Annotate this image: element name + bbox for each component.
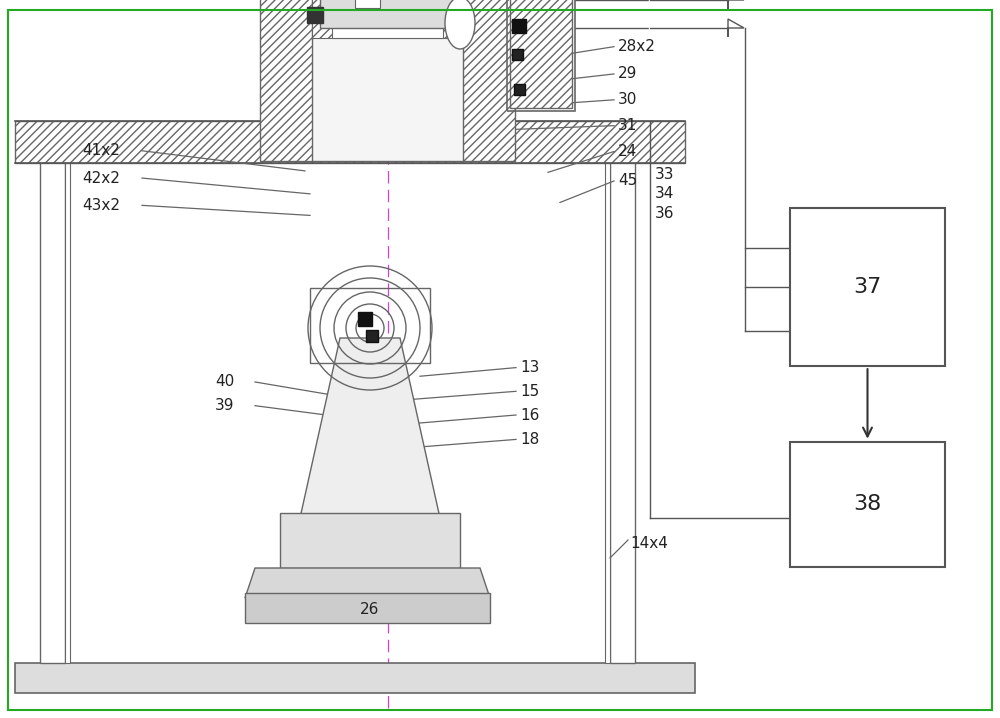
Text: 39: 39: [215, 398, 234, 413]
Bar: [510, 0, 572, 108]
Text: 15: 15: [520, 384, 539, 398]
Text: 43x2: 43x2: [82, 198, 120, 213]
Polygon shape: [300, 338, 440, 518]
Bar: [790, 208, 945, 366]
Text: 16: 16: [520, 408, 539, 422]
Bar: [280, 513, 460, 568]
Bar: [366, 330, 378, 342]
Text: 26: 26: [360, 602, 379, 617]
Text: 13: 13: [520, 360, 539, 375]
Text: 29: 29: [618, 67, 637, 81]
Bar: [245, 593, 490, 623]
Bar: [15, 663, 695, 693]
Text: 45: 45: [618, 174, 637, 188]
Text: 31: 31: [618, 118, 637, 133]
Text: 37: 37: [853, 277, 882, 297]
Bar: [310, 0, 465, 161]
Polygon shape: [728, 0, 744, 9]
Bar: [320, 0, 455, 28]
Bar: [15, 121, 685, 163]
Text: 40: 40: [215, 375, 234, 389]
Text: 33: 33: [655, 167, 674, 182]
Bar: [358, 312, 372, 326]
Polygon shape: [728, 19, 744, 37]
Bar: [310, 288, 430, 363]
Bar: [312, 0, 463, 38]
Bar: [507, 0, 575, 111]
Text: 42x2: 42x2: [82, 171, 120, 185]
Ellipse shape: [445, 0, 475, 49]
Text: 28x2: 28x2: [618, 39, 656, 54]
Text: 14x4: 14x4: [630, 536, 668, 551]
Bar: [65, 158, 70, 663]
Text: 30: 30: [618, 93, 637, 107]
Bar: [512, 19, 526, 33]
Bar: [610, 158, 635, 663]
Polygon shape: [245, 568, 490, 598]
Bar: [355, 0, 380, 8]
Bar: [790, 442, 945, 567]
Bar: [605, 158, 610, 663]
Text: 36: 36: [655, 206, 674, 220]
Bar: [512, 49, 523, 60]
Bar: [332, 0, 443, 38]
Bar: [463, 0, 515, 161]
Bar: [514, 84, 525, 95]
Text: 41x2: 41x2: [82, 144, 120, 158]
Text: 34: 34: [655, 187, 674, 201]
Text: 24: 24: [618, 144, 637, 159]
Bar: [260, 0, 312, 161]
Text: 18: 18: [520, 432, 539, 447]
Bar: [307, 7, 323, 23]
Text: 38: 38: [853, 495, 882, 514]
Bar: [40, 158, 65, 663]
